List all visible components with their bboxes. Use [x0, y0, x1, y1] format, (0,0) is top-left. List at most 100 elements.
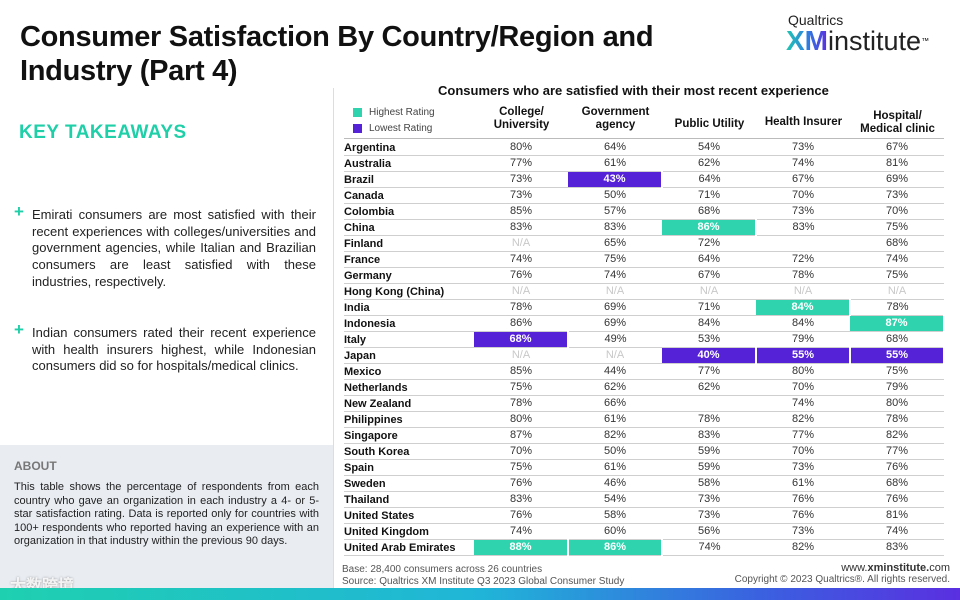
table-header-rule	[344, 138, 944, 139]
value-cell: 67%	[756, 171, 850, 188]
value-cell: 46%	[568, 475, 662, 492]
legend-label: Lowest Rating	[369, 122, 433, 134]
country-cell: India	[344, 299, 474, 316]
table-row: India 78% 69% 71% 84% 78%	[344, 299, 944, 316]
footer-copyright: Copyright © 2023 Qualtrics®. All rights …	[734, 574, 950, 585]
table-row: Netherlands 75% 62% 62% 70% 79%	[344, 379, 944, 396]
value-cell: 50%	[568, 443, 662, 460]
value-cell: 58%	[568, 507, 662, 524]
divider	[333, 88, 334, 588]
value-cell: 83%	[662, 427, 756, 444]
value-cell: 60%	[568, 523, 662, 540]
value-cell: 70%	[474, 443, 568, 460]
value-cell: 72%	[662, 235, 756, 252]
country-cell: Argentina	[344, 139, 474, 156]
table-row: South Korea 70% 50% 59% 70% 77%	[344, 443, 944, 460]
value-cell: N/A	[756, 283, 850, 300]
value-cell: 74%	[850, 523, 944, 540]
value-cell: 80%	[850, 395, 944, 412]
logo-institute: institute	[828, 26, 922, 56]
value-cell: 80%	[756, 363, 850, 380]
about-text: This table shows the percentage of respo…	[14, 481, 319, 547]
country-cell: Germany	[344, 267, 474, 284]
value-cell: N/A	[662, 283, 756, 300]
value-cell	[662, 395, 756, 412]
value-cell: 73%	[756, 459, 850, 476]
value-cell: 57%	[568, 203, 662, 220]
col-header-insurer: Health Insurer	[764, 116, 843, 128]
country-cell: Sweden	[344, 475, 474, 492]
key-takeaways-heading: KEY TAKEAWAYS	[19, 122, 187, 143]
value-cell: 82%	[850, 427, 944, 444]
url-suffix: com	[929, 562, 950, 574]
value-cell: 61%	[756, 475, 850, 492]
value-cell: 73%	[662, 491, 756, 508]
plus-icon: +	[14, 320, 24, 339]
value-cell: 83%	[756, 219, 850, 236]
value-cell: 58%	[662, 475, 756, 492]
value-cell: 67%	[850, 139, 944, 156]
table-row: United Arab Emirates 88% 86% 74% 82% 83%	[344, 539, 944, 556]
value-cell: 64%	[662, 251, 756, 268]
country-cell: Hong Kong (China)	[344, 283, 474, 300]
value-cell: 66%	[568, 395, 662, 412]
table-row: Spain 75% 61% 59% 73% 76%	[344, 459, 944, 476]
country-cell: Colombia	[344, 203, 474, 220]
value-cell: 40%	[662, 347, 757, 364]
col-header-utility: Public Utility	[674, 118, 745, 130]
value-cell: N/A	[850, 283, 944, 300]
value-cell: 86%	[568, 539, 663, 556]
value-cell: 70%	[756, 379, 850, 396]
value-cell: 75%	[850, 363, 944, 380]
table-row: United States 76% 58% 73% 76% 81%	[344, 507, 944, 524]
value-cell: 69%	[568, 315, 662, 332]
value-cell: 83%	[568, 219, 662, 236]
logo-tm: ™	[921, 36, 930, 46]
value-cell: 86%	[662, 219, 757, 236]
value-cell: 86%	[474, 315, 568, 332]
table-row: Thailand 83% 54% 73% 76% 76%	[344, 491, 944, 508]
value-cell: N/A	[568, 347, 662, 364]
value-cell: 77%	[850, 443, 944, 460]
value-cell: 75%	[850, 267, 944, 284]
value-cell: N/A	[474, 235, 568, 252]
value-cell: 81%	[850, 155, 944, 172]
country-cell: Thailand	[344, 491, 474, 508]
table-row: Brazil 73% 43% 64% 67% 69%	[344, 171, 944, 188]
value-cell: N/A	[474, 283, 568, 300]
country-cell: Canada	[344, 187, 474, 204]
value-cell: 61%	[568, 459, 662, 476]
col-header-hospital: Hospital/ Medical clinic	[860, 110, 935, 135]
country-cell: France	[344, 251, 474, 268]
table-row: France 74% 75% 64% 72% 74%	[344, 251, 944, 268]
country-cell: South Korea	[344, 443, 474, 460]
value-cell: 77%	[662, 363, 756, 380]
value-cell: 76%	[756, 507, 850, 524]
value-cell: 78%	[850, 411, 944, 428]
value-cell: 69%	[568, 299, 662, 316]
legend-swatch-highest	[353, 107, 362, 117]
value-cell: 55%	[756, 347, 851, 364]
value-cell: 67%	[662, 267, 756, 284]
value-cell: 76%	[850, 491, 944, 508]
value-cell: 59%	[662, 443, 756, 460]
value-cell: 64%	[662, 171, 756, 188]
url-prefix: www.	[841, 562, 868, 574]
value-cell: 83%	[474, 491, 568, 508]
value-cell: 70%	[756, 443, 850, 460]
country-cell: Singapore	[344, 427, 474, 444]
value-cell: 84%	[662, 315, 756, 332]
value-cell: N/A	[474, 347, 568, 364]
table-row: Canada 73% 50% 71% 70% 73%	[344, 187, 944, 204]
footer-source-text: Source: Qualtrics XM Institute Q3 2023 G…	[342, 576, 625, 587]
value-cell: 71%	[662, 187, 756, 204]
value-cell: 56%	[662, 523, 756, 540]
value-cell: 74%	[568, 267, 662, 284]
value-cell: 74%	[474, 523, 568, 540]
country-cell: Australia	[344, 155, 474, 172]
value-cell: 77%	[474, 155, 568, 172]
table-row: Sweden 76% 46% 58% 61% 68%	[344, 475, 944, 492]
value-cell: 84%	[756, 315, 850, 332]
country-cell: Finland	[344, 235, 474, 252]
value-cell: 84%	[756, 299, 851, 316]
